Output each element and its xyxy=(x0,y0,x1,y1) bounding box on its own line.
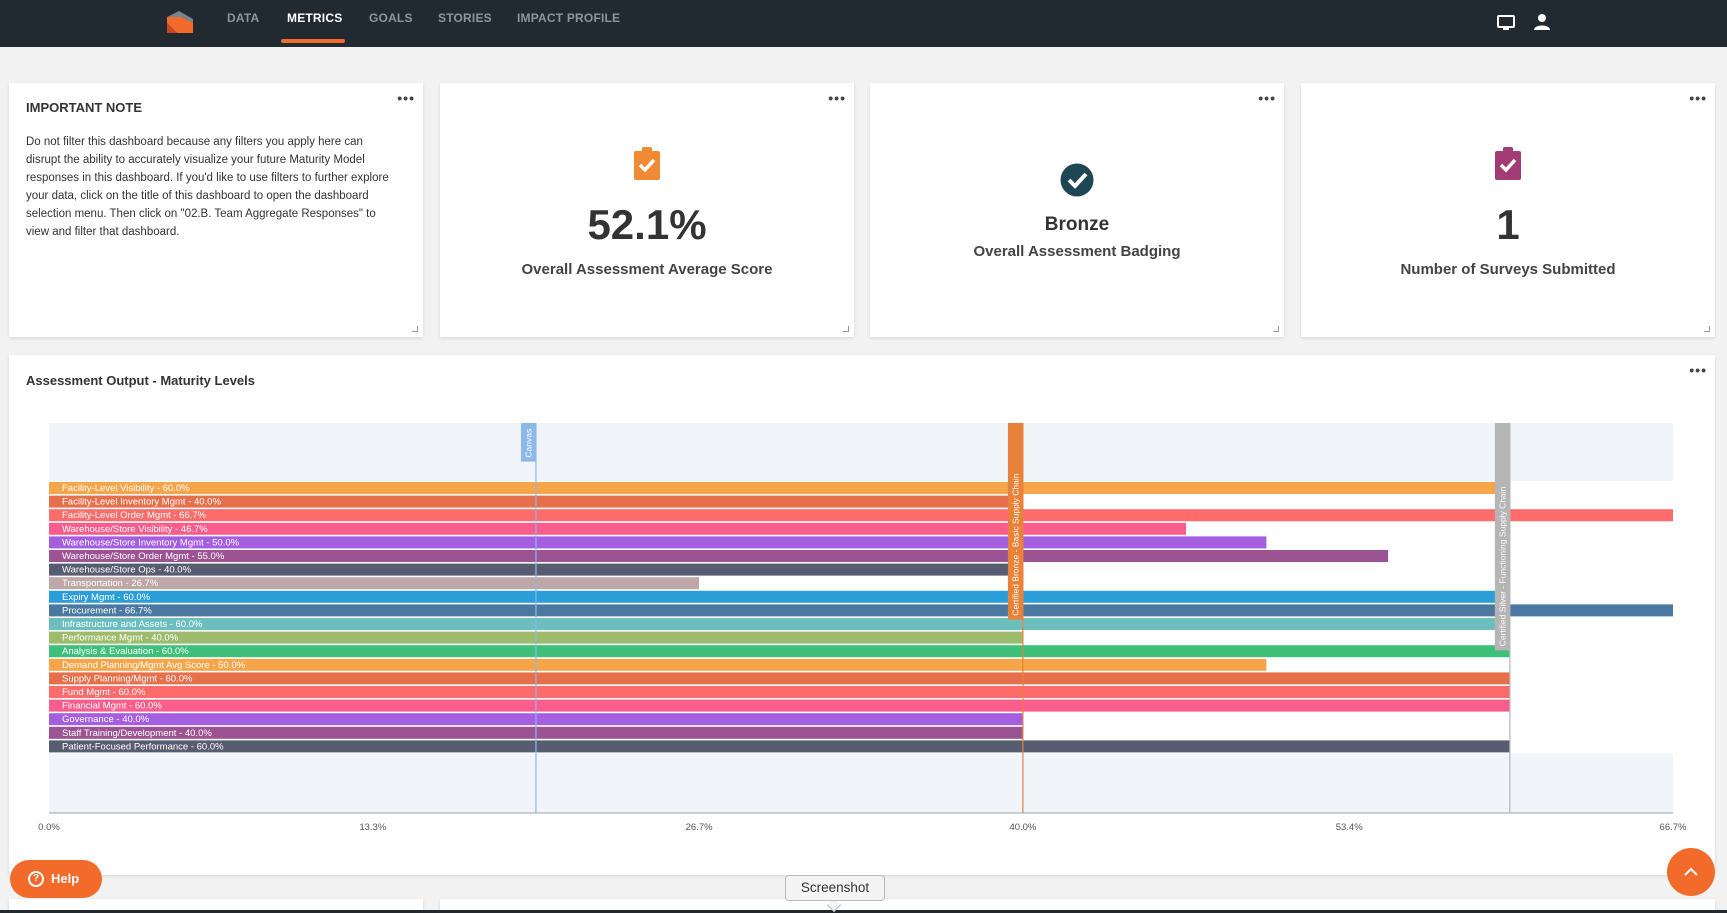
chart-bar xyxy=(49,699,1510,712)
bar-label: Warehouse/Store Inventory Mgmt - 50.0% xyxy=(62,537,240,548)
kpi-label: Overall Assessment Average Score xyxy=(521,261,773,278)
bar-label: Demand Planning/Mgmt Avg Score - 50.0% xyxy=(62,660,246,671)
tab-stories[interactable]: STORIES xyxy=(438,11,492,25)
bottom-edge xyxy=(0,910,1727,913)
bar-label: Infrastructure and Assets - 60.0% xyxy=(62,619,203,630)
kpi-value: Bronze xyxy=(1044,214,1110,235)
x-axis-tick-label: 66.7% xyxy=(1660,822,1687,833)
chevron-up-icon xyxy=(1684,867,1698,876)
monitor-icon[interactable] xyxy=(1496,12,1516,32)
reference-line-tag xyxy=(520,423,536,462)
important-note-card: ••• IMPORTANT NOTE Do not filter this da… xyxy=(9,83,423,337)
chart-bar xyxy=(49,740,1510,753)
bar-label: Analysis & Evaluation - 60.0% xyxy=(62,646,189,657)
bar-label: Warehouse/Store Order Mgmt - 55.0% xyxy=(62,551,225,562)
bar-label: Facility-Level Visibility - 60.0% xyxy=(62,483,190,494)
next-card-peek xyxy=(9,899,423,913)
more-options-icon[interactable]: ••• xyxy=(397,90,415,106)
resize-handle-icon[interactable] xyxy=(1273,326,1279,332)
maturity-levels-chart-card: Facility-Level Visibility - 60.0% Facilit… xyxy=(9,355,1715,875)
kpi-card-surveys-submitted: ••• 1 Number of Surveys Submitted xyxy=(1301,83,1715,337)
user-icon[interactable] xyxy=(1532,12,1552,32)
app-logo[interactable] xyxy=(165,9,195,35)
kpi-label: Overall Assessment Badging xyxy=(973,243,1181,260)
bar-label: Facility-Level Order Mgmt - 66.7% xyxy=(62,510,207,521)
reference-line-label: Certified Bronze - Basic Supply Chain xyxy=(1010,473,1020,615)
kpi-card-average-score: ••• 52.1% Overall Assessment Average Sco… xyxy=(440,83,854,337)
tab-goals[interactable]: GOALS xyxy=(369,11,413,25)
chart-bar xyxy=(49,658,1267,671)
chart-bar xyxy=(49,550,1389,562)
more-options-icon[interactable]: ••• xyxy=(828,90,846,106)
help-icon: ? xyxy=(28,871,44,887)
top-navigation-bar: DATA METRICS GOALS STORIES IMPACT PROFIL… xyxy=(0,0,1727,47)
chart-title: Assessment Output - Maturity Levels xyxy=(26,373,255,388)
chart-bar xyxy=(49,522,1187,535)
more-options-icon[interactable]: ••• xyxy=(1258,90,1276,106)
kpi-card-badging: ••• Bronze Overall Assessment Badging xyxy=(870,83,1284,337)
kpi-value: 52.1% xyxy=(587,201,707,248)
bar-label: Staff Training/Development - 40.0% xyxy=(62,728,212,739)
resize-handle-icon[interactable] xyxy=(843,326,849,332)
next-card-peek xyxy=(440,899,1715,913)
bar-label: Financial Mgmt - 60.0% xyxy=(62,701,162,712)
more-options-icon[interactable]: ••• xyxy=(1689,362,1707,378)
check-circle-icon xyxy=(1060,163,1094,197)
kpi-label: Number of Surveys Submitted xyxy=(1400,261,1616,278)
bar-label: Governance - 40.0% xyxy=(62,714,150,725)
chart-bar xyxy=(49,672,1510,685)
bar-label: Patient-Focused Performance - 60.0% xyxy=(62,741,224,752)
x-axis-tick-label: 40.0% xyxy=(1009,822,1036,833)
chart-bar xyxy=(49,618,1510,630)
reference-line-tag xyxy=(1494,423,1510,651)
x-axis-tick-label: 26.7% xyxy=(686,822,713,833)
screenshot-tooltip: Screenshot xyxy=(785,875,885,901)
chart-bar xyxy=(49,577,700,590)
active-tab-indicator xyxy=(281,39,345,43)
tab-impact-profile[interactable]: IMPACT PROFILE xyxy=(517,11,621,25)
help-button-label: Help xyxy=(51,871,80,886)
x-axis-tick-label: 0.0% xyxy=(38,822,60,833)
bar-label: Expiry Mgmt - 60.0% xyxy=(62,592,151,603)
x-axis-tick-label: 53.4% xyxy=(1336,822,1363,833)
chart-bar xyxy=(49,686,1510,698)
bar-label: Fund Mgmt - 60.0% xyxy=(62,687,146,698)
reference-line-label: Canvas xyxy=(523,429,533,458)
chart-bar xyxy=(49,536,1267,549)
bar-label: Procurement - 66.7% xyxy=(62,605,152,616)
note-body-text: Do not filter this dashboard because any… xyxy=(26,136,389,238)
bar-label: Supply Planning/Mgmt - 60.0% xyxy=(62,673,193,684)
tab-metrics[interactable]: METRICS xyxy=(287,11,343,25)
tab-data[interactable]: DATA xyxy=(227,11,260,25)
reference-line-tag xyxy=(1007,423,1023,620)
resize-handle-icon[interactable] xyxy=(412,326,418,332)
reference-line-label: Certified Silver - Functioning Supply Ch… xyxy=(1497,486,1507,646)
x-axis-tick-label: 13.3% xyxy=(359,822,386,833)
bar-label: Warehouse/Store Ops - 40.0% xyxy=(62,565,192,576)
kpi-value: 1 xyxy=(1496,201,1520,248)
chart-bar xyxy=(49,509,1673,522)
clipboard-check-icon xyxy=(1495,147,1521,180)
chart-bar xyxy=(49,590,1510,603)
bar-label: Warehouse/Store Visibility - 46.7% xyxy=(62,524,208,535)
bar-label: Performance Mgmt - 40.0% xyxy=(62,633,179,644)
more-options-icon[interactable]: ••• xyxy=(1689,90,1707,106)
chart-bar xyxy=(49,645,1510,658)
maturity-levels-chart: Facility-Level Visibility - 60.0% Facilit… xyxy=(38,423,1687,833)
scroll-to-top-button[interactable] xyxy=(1667,848,1715,896)
resize-handle-icon[interactable] xyxy=(1704,326,1710,332)
clipboard-check-icon xyxy=(634,147,660,180)
help-button[interactable]: ? Help xyxy=(10,860,102,898)
bar-label: Facility-Level Inventory Mgmt - 40.0% xyxy=(62,497,221,508)
chart-bar xyxy=(49,604,1673,617)
chart-bar xyxy=(49,482,1510,494)
card-title: IMPORTANT NOTE xyxy=(26,100,143,115)
bar-label: Transportation - 26.7% xyxy=(62,578,159,589)
